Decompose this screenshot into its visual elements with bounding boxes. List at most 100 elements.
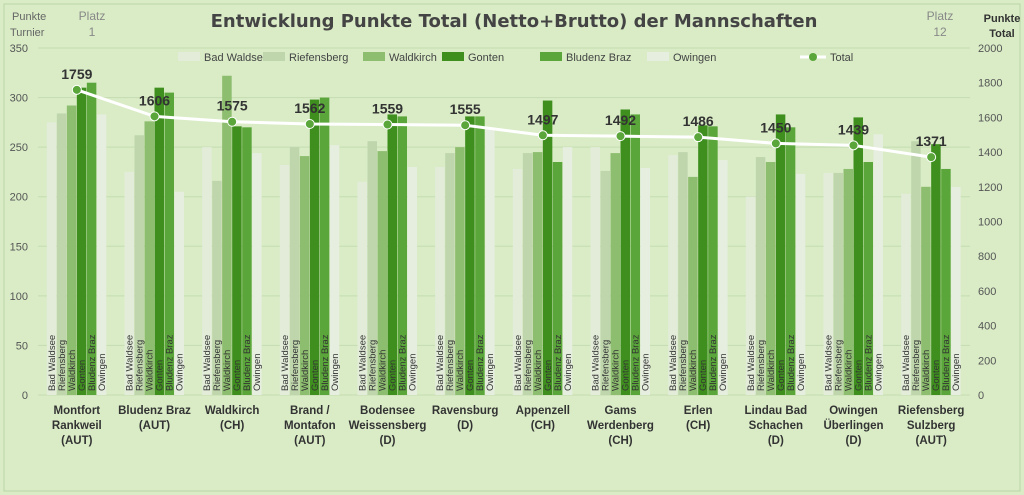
bar	[377, 151, 387, 395]
bar	[242, 127, 252, 396]
legend-swatch	[363, 52, 385, 61]
right-axis-title: Punkte	[984, 13, 1021, 25]
y-tick-label-right: 2000	[978, 43, 1002, 55]
bar	[522, 153, 533, 395]
bar-label: Waldkirch	[688, 350, 699, 391]
y-tick-label-left: 0	[22, 390, 28, 402]
bar	[367, 141, 377, 395]
x-tick-label: (D)	[457, 420, 473, 432]
bar-label: Riefensberg	[523, 340, 534, 391]
bar-label: Gonten	[543, 360, 554, 391]
total-point	[304, 118, 315, 129]
bar	[289, 147, 300, 395]
bar-label: Bad Waldsee	[125, 335, 136, 391]
bar-label: Bad Waldsee	[513, 335, 524, 391]
x-tick-label: Weissensberg	[349, 420, 427, 432]
bar-label: Bludenz Braz	[475, 334, 486, 391]
bar	[708, 126, 718, 395]
bar	[202, 147, 212, 395]
bar	[455, 147, 465, 395]
bar	[319, 97, 330, 396]
x-tick-label: (CH)	[608, 435, 632, 447]
x-tick-label: Montafon	[284, 420, 336, 432]
bar-label: Riefensberg	[601, 340, 612, 391]
x-tick-label: Bodensee	[360, 405, 415, 417]
bar	[698, 125, 708, 396]
bar	[833, 172, 843, 395]
total-data-label: 1555	[450, 101, 481, 117]
bar	[154, 87, 164, 396]
total-data-label: 1562	[294, 100, 325, 116]
bar	[465, 116, 475, 395]
bar-label: Bludenz Braz	[87, 334, 98, 391]
y-tick-label-right: 400	[978, 321, 996, 333]
bar	[445, 153, 455, 395]
y-tick-label-right: 600	[978, 286, 996, 298]
bar-label: Bludenz Braz	[320, 334, 331, 391]
bar-label: Gonten	[388, 360, 399, 391]
bar-label: Owingen	[97, 354, 108, 392]
x-tick-label: (D)	[768, 435, 784, 447]
platz-first-number: 1	[89, 25, 96, 39]
bar	[485, 129, 495, 395]
bar-label: Owingen	[718, 354, 729, 392]
total-data-label: 1371	[916, 133, 947, 149]
bar-label: Bad Waldsee	[668, 335, 679, 391]
y-tick-label-right: 1000	[978, 217, 1002, 229]
bar-label: Waldkirch	[611, 350, 622, 391]
bar	[873, 134, 883, 396]
legend-total-marker	[809, 53, 817, 61]
x-tick-label: Montfort	[54, 405, 101, 417]
total-point	[693, 132, 704, 143]
bar	[853, 117, 863, 396]
bar	[765, 162, 776, 395]
y-tick-label-right: 0	[978, 390, 984, 402]
bar	[931, 144, 941, 395]
bar-label: Bludenz Braz	[941, 334, 952, 391]
total-data-label: 1492	[605, 112, 636, 128]
y-tick-label-left: 350	[10, 43, 28, 55]
bar	[941, 168, 951, 395]
bar-label: Owingen	[796, 354, 807, 392]
bar	[144, 121, 154, 395]
bar-label: Waldkirch	[145, 350, 156, 391]
bar-label: Owingen	[252, 354, 263, 392]
bar-label: Waldkirch	[222, 350, 233, 391]
bar-label: Gonten	[621, 360, 632, 391]
bar-label: Bad Waldsee	[901, 335, 912, 391]
bar-label: Bludenz Braz	[786, 334, 797, 391]
bar	[755, 157, 766, 395]
bar-label: Riefensberg	[911, 340, 922, 391]
bar	[745, 196, 756, 395]
bar-label: Riefensberg	[834, 340, 845, 391]
total-data-label: 1575	[217, 98, 248, 114]
legend-label: Total	[830, 52, 853, 64]
bar-label: Bludenz Braz	[631, 334, 642, 391]
bar-label: Waldkirch	[533, 350, 544, 391]
bar-label: Waldkirch	[844, 350, 855, 391]
bar-label: Owingen	[485, 354, 496, 391]
bar	[76, 87, 87, 396]
bar	[823, 172, 833, 395]
platz-first-label: Platz	[79, 9, 106, 23]
bar-label: Bad Waldsee	[202, 335, 213, 391]
bar-label: Riefensberg	[212, 340, 223, 391]
bar-label: Owingen	[641, 354, 652, 392]
y-tick-label-left: 200	[10, 192, 28, 204]
bar	[775, 114, 786, 395]
y-tick-label-left: 100	[10, 291, 28, 303]
total-point	[71, 84, 82, 95]
bar-label: Bludenz Braz	[553, 334, 564, 391]
bar	[620, 109, 630, 396]
x-tick-label: Owingen	[829, 405, 878, 417]
bar-label: Bludenz Braz	[864, 334, 875, 391]
bar	[357, 181, 367, 395]
total-data-label: 1497	[527, 111, 558, 127]
x-tick-label: Ravensburg	[432, 405, 498, 417]
legend-label: Bad Waldsee	[204, 52, 269, 64]
total-data-label: 1439	[838, 121, 869, 137]
right-axis-title: Total	[989, 28, 1014, 40]
bar-label: Riefensberg	[290, 340, 301, 391]
x-tick-label: Überlingen	[823, 419, 883, 432]
